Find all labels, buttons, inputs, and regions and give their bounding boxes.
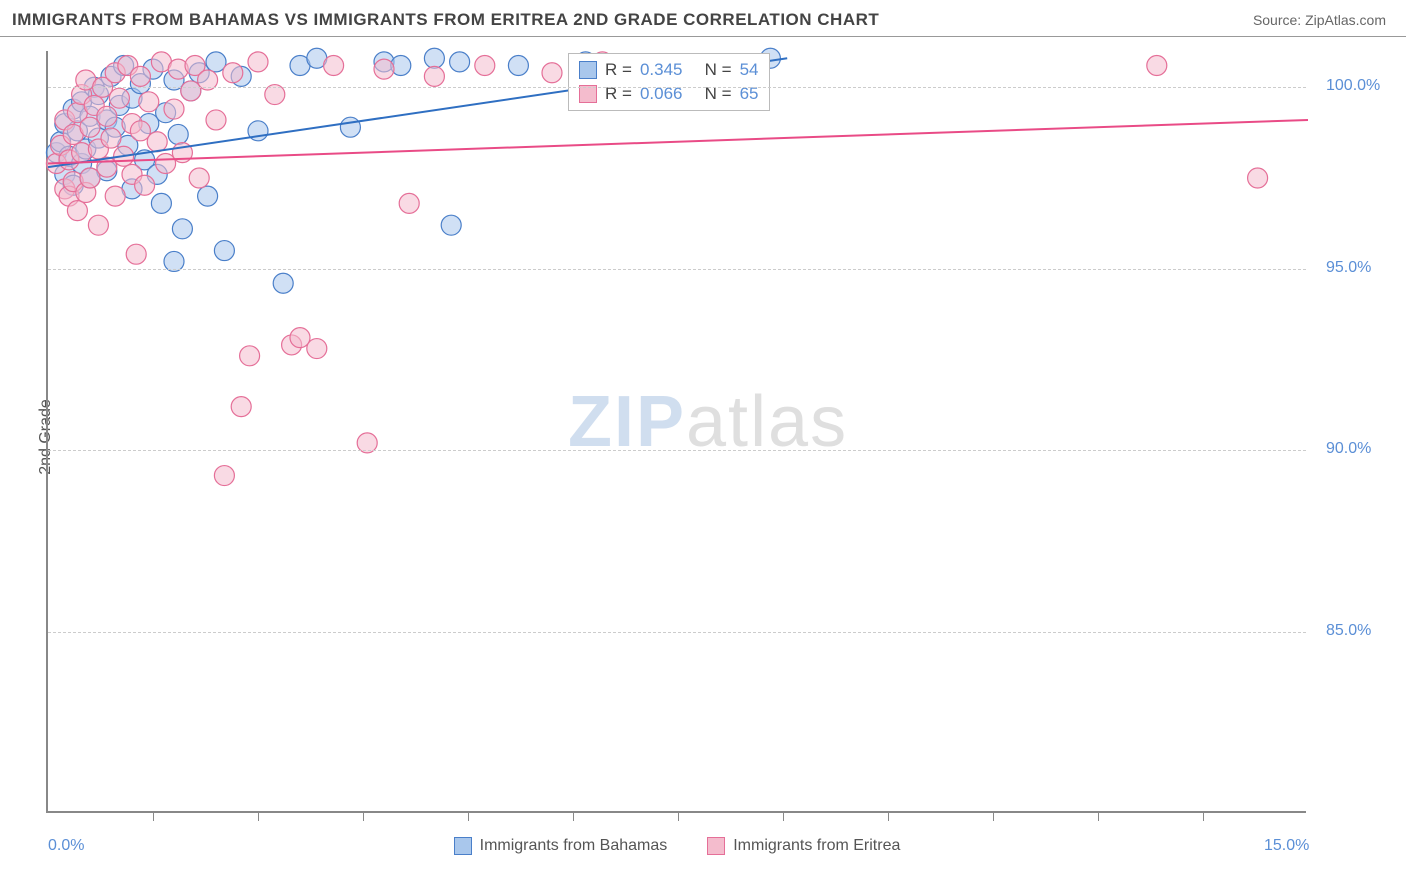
data-point [273, 273, 293, 293]
gridline [48, 632, 1306, 633]
stat-r-label: R = [605, 60, 632, 80]
series-legend: Immigrants from Bahamas Immigrants from E… [48, 837, 1306, 855]
data-point [475, 56, 495, 76]
plot-area: ZIPatlas R = 0.345 N = 54R = 0.066 N = 6… [46, 51, 1306, 813]
data-point [198, 186, 218, 206]
x-tick-mark [258, 811, 259, 821]
data-point [340, 117, 360, 137]
data-point [97, 106, 117, 126]
data-point [542, 63, 562, 83]
data-point [139, 92, 159, 112]
data-point [374, 59, 394, 79]
legend-swatch [579, 61, 597, 79]
data-point [240, 346, 260, 366]
data-point [1248, 168, 1268, 188]
x-tick-mark [1203, 811, 1204, 821]
gridline [48, 269, 1306, 270]
x-tick-mark [573, 811, 574, 821]
legend-swatch [454, 837, 472, 855]
source-label: Source: [1253, 12, 1305, 28]
stat-n-label: N = [690, 60, 731, 80]
x-tick-mark [363, 811, 364, 821]
source-attribution: Source: ZipAtlas.com [1253, 12, 1386, 28]
data-point [151, 193, 171, 213]
source-name: ZipAtlas.com [1305, 12, 1386, 28]
data-point [135, 175, 155, 195]
x-tick-mark [1098, 811, 1099, 821]
data-point [164, 99, 184, 119]
data-point [399, 193, 419, 213]
data-point [324, 56, 344, 76]
data-point [424, 48, 444, 68]
x-tick-mark [678, 811, 679, 821]
y-tick-label: 95.0% [1326, 259, 1371, 277]
data-point [105, 186, 125, 206]
data-point [441, 215, 461, 235]
x-tick-label: 0.0% [48, 837, 84, 855]
legend-swatch [707, 837, 725, 855]
data-point [206, 110, 226, 130]
data-point [508, 56, 528, 76]
x-tick-mark [993, 811, 994, 821]
data-point [214, 241, 234, 261]
data-point [231, 397, 251, 417]
x-tick-label: 15.0% [1264, 837, 1309, 855]
legend-label: Immigrants from Eritrea [733, 837, 900, 855]
data-point [172, 219, 192, 239]
data-point [147, 132, 167, 152]
chart-container: 2nd Grade ZIPatlas R = 0.345 N = 54R = 0… [0, 37, 1406, 867]
data-point [67, 201, 87, 221]
data-point [450, 52, 470, 72]
trend-line [48, 120, 1308, 164]
stats-legend: R = 0.345 N = 54R = 0.066 N = 65 [568, 53, 770, 111]
data-point [1147, 56, 1167, 76]
stats-row: R = 0.066 N = 65 [579, 82, 759, 106]
data-point [189, 168, 209, 188]
x-tick-mark [153, 811, 154, 821]
y-tick-label: 90.0% [1326, 440, 1371, 458]
legend-item: Immigrants from Bahamas [454, 837, 668, 855]
y-tick-label: 100.0% [1326, 77, 1380, 95]
data-point [130, 66, 150, 86]
y-tick-label: 85.0% [1326, 622, 1371, 640]
data-point [248, 52, 268, 72]
data-point [109, 88, 129, 108]
stats-row: R = 0.345 N = 54 [579, 58, 759, 82]
data-point [223, 63, 243, 83]
data-point [214, 466, 234, 486]
data-point [168, 124, 188, 144]
x-tick-mark [468, 811, 469, 821]
gridline [48, 87, 1306, 88]
data-point [307, 339, 327, 359]
data-point [424, 66, 444, 86]
data-point [126, 244, 146, 264]
x-tick-mark [783, 811, 784, 821]
chart-header: IMMIGRANTS FROM BAHAMAS VS IMMIGRANTS FR… [0, 0, 1406, 37]
scatter-svg [48, 51, 1306, 811]
data-point [88, 215, 108, 235]
data-point [101, 128, 121, 148]
stat-n-value: 54 [740, 60, 759, 80]
gridline [48, 450, 1306, 451]
x-tick-mark [888, 811, 889, 821]
legend-item: Immigrants from Eritrea [707, 837, 900, 855]
legend-label: Immigrants from Bahamas [480, 837, 668, 855]
stat-r-value: 0.345 [640, 60, 683, 80]
chart-title: IMMIGRANTS FROM BAHAMAS VS IMMIGRANTS FR… [12, 10, 879, 30]
